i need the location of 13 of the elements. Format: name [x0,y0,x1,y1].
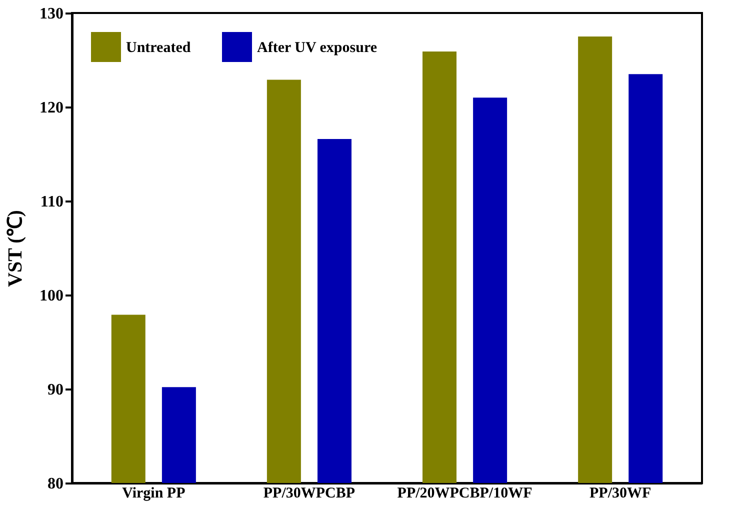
x-tick-label: Virgin PP [122,486,186,502]
y-axis-title: VST (℃) [4,210,26,287]
y-tick-label: 90 [48,382,64,398]
x-tick-label: PP/30WF [590,486,652,502]
y-tick-label: 130 [40,6,64,22]
y-tick-label: 100 [40,288,64,304]
y-tick-label: 120 [40,100,64,116]
legend-label: After UV exposure [257,40,378,56]
y-tick-label: 110 [40,194,64,210]
x-tick-label: PP/30WPCBP [263,486,356,502]
x-tick-label: PP/20WPCBP/10WF [397,486,532,502]
y-tick-label: 80 [48,476,64,492]
legend-label: Untreated [126,40,192,56]
